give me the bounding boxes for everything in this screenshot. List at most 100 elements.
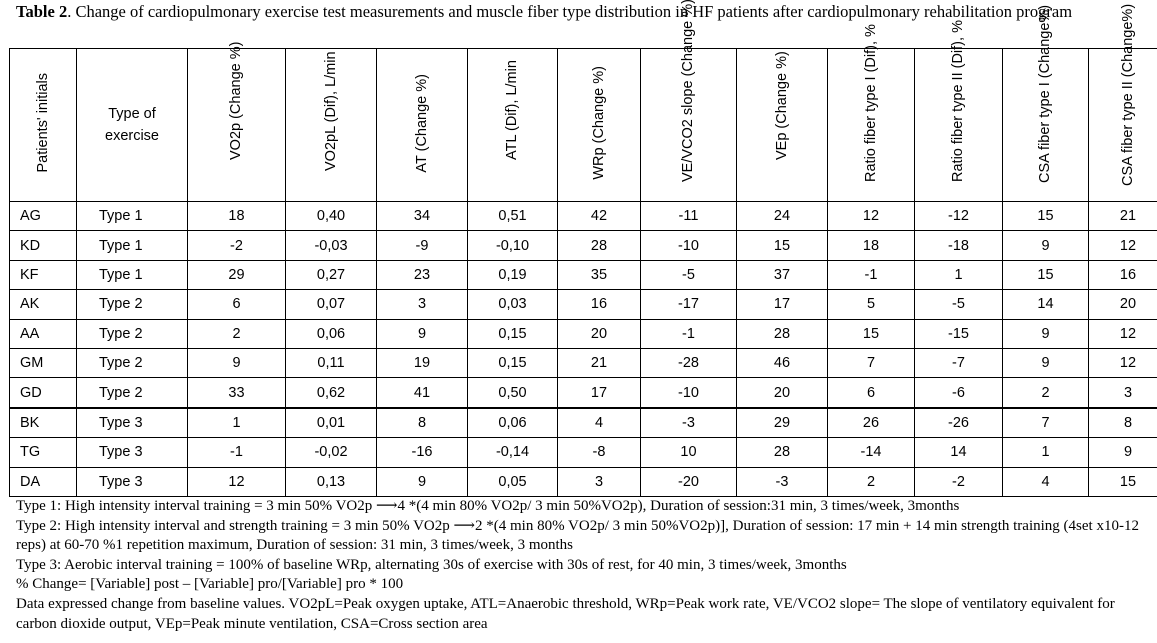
value-cell: -1 (827, 259, 915, 291)
value-cell: 8 (376, 406, 468, 439)
table-row: GD Type 2 33 0,62 41 0,50 17 -10 20 6 -6 2 3 (9, 377, 1157, 409)
value-cell: 14 (914, 437, 1003, 468)
value-cell: 21 (557, 347, 641, 379)
header-cell: Patients' initials (9, 48, 77, 202)
header-label: VO2pL (Dif), L/min (322, 51, 339, 171)
value-cell: 4 (1002, 466, 1089, 497)
exercise-type-cell: Type 1 (76, 200, 188, 232)
patient-initials-cell: GD (9, 377, 77, 409)
value-cell: 15 (1002, 259, 1089, 291)
value-cell: -17 (640, 289, 737, 320)
value-cell: 16 (1088, 259, 1157, 291)
value-cell: 0,01 (285, 406, 377, 439)
header-cell: CSA fiber type II (Change%) (1088, 3, 1157, 202)
value-cell: 9 (187, 347, 286, 379)
value-cell: 0,13 (285, 466, 377, 497)
header-label: Ratio fiber type II (Dif), % (950, 20, 966, 182)
value-cell: 33 (187, 377, 286, 409)
value-cell: 12 (1088, 318, 1157, 349)
exercise-type-cell: Type 2 (76, 347, 188, 379)
header-cell: VE/VCO2 slope (Change %) (640, 0, 737, 202)
footnote-abbreviations: Data expressed change from baseline valu… (16, 595, 1115, 632)
header-label: CSA fiber type II (Change%) (1119, 3, 1136, 186)
value-cell: 9 (1002, 230, 1089, 261)
value-cell: 0,06 (467, 406, 558, 439)
value-cell: 29 (187, 259, 286, 291)
value-cell: 0,40 (285, 200, 377, 232)
header-label: WRp (Change %) (590, 66, 607, 180)
value-cell: 6 (827, 377, 915, 409)
patient-initials-cell: KD (9, 230, 77, 261)
table-row: AK Type 2 6 0,07 3 0,03 16 -17 17 5 -5 14 20 (9, 289, 1157, 320)
value-cell: 20 (1088, 289, 1157, 320)
value-cell: 0,03 (467, 289, 558, 320)
value-cell: 1 (914, 259, 1003, 291)
patient-initials-cell: TG (9, 437, 77, 468)
value-cell: 19 (376, 347, 468, 379)
patient-initials-cell: AA (9, 318, 77, 349)
header-cell: AT (Change %) (376, 48, 468, 202)
header-label: VE/VCO2 slope (Change %) (680, 0, 696, 182)
patient-initials-cell: DA (9, 466, 77, 497)
header-label: Ratio fiber type I (Dif), % (862, 24, 879, 182)
value-cell: -10 (640, 230, 737, 261)
value-cell: 7 (1002, 406, 1089, 439)
value-cell: 3 (557, 466, 641, 497)
value-cell: 34 (376, 200, 468, 232)
exercise-type-cell: Type 1 (76, 259, 188, 291)
value-cell: 6 (187, 289, 286, 320)
value-cell: 15 (1088, 466, 1157, 497)
patient-initials-cell: GM (9, 347, 77, 379)
value-cell: 0,62 (285, 377, 377, 409)
value-cell: 3 (376, 289, 468, 320)
value-cell: 0,19 (467, 259, 558, 291)
exercise-type-cell: Type 3 (76, 406, 188, 439)
value-cell: -0,10 (467, 230, 558, 261)
header-cell: VEp (Change %) (736, 48, 828, 202)
value-cell: 9 (376, 466, 468, 497)
value-cell: 35 (557, 259, 641, 291)
value-cell: -20 (640, 466, 737, 497)
table-footnotes: Type 1: High intensity interval training… (16, 497, 1151, 634)
value-cell: 37 (736, 259, 828, 291)
value-cell: 2 (1002, 377, 1089, 409)
value-cell: -2 (914, 466, 1003, 497)
value-cell: 16 (557, 289, 641, 320)
value-cell: -12 (914, 200, 1003, 232)
header-cell: Type of exercise (76, 48, 188, 202)
value-cell: -14 (827, 437, 915, 468)
value-cell: 28 (736, 437, 828, 468)
value-cell: -15 (914, 318, 1003, 349)
header-cell: ATL (Dif), L/min (467, 48, 558, 202)
value-cell: 5 (827, 289, 915, 320)
value-cell: 12 (827, 200, 915, 232)
value-cell: 21 (1088, 200, 1157, 232)
value-cell: 0,05 (467, 466, 558, 497)
header-label: Patients' initials (34, 73, 51, 173)
value-cell: 9 (1088, 437, 1157, 468)
table-label: Table 2 (16, 2, 68, 21)
value-cell: -10 (640, 377, 737, 409)
header-label: VO2p (Change %) (228, 41, 244, 160)
header-label: VEp (Change %) (773, 51, 790, 160)
value-cell: 10 (640, 437, 737, 468)
value-cell: -16 (376, 437, 468, 468)
value-cell: -1 (640, 318, 737, 349)
table-header: Patients' initials Type of exercise VO2p… (9, 0, 1157, 202)
value-cell: -7 (914, 347, 1003, 379)
exercise-type-cell: Type 3 (76, 437, 188, 468)
value-cell: 23 (376, 259, 468, 291)
value-cell: 8 (1088, 406, 1157, 439)
value-cell: 15 (736, 230, 828, 261)
value-cell: 3 (1088, 377, 1157, 409)
value-cell: 28 (736, 318, 828, 349)
value-cell: 42 (557, 200, 641, 232)
header-label: ATL (Dif), L/min (504, 60, 520, 160)
value-cell: 0,15 (467, 318, 558, 349)
value-cell: 24 (736, 200, 828, 232)
header-cell: WRp (Change %) (557, 48, 641, 202)
table-row: DA Type 3 12 0,13 9 0,05 3 -20 -3 2 -2 4 15 (9, 466, 1157, 497)
value-cell: 0,27 (285, 259, 377, 291)
value-cell: 1 (187, 406, 286, 439)
value-cell: 4 (557, 406, 641, 439)
